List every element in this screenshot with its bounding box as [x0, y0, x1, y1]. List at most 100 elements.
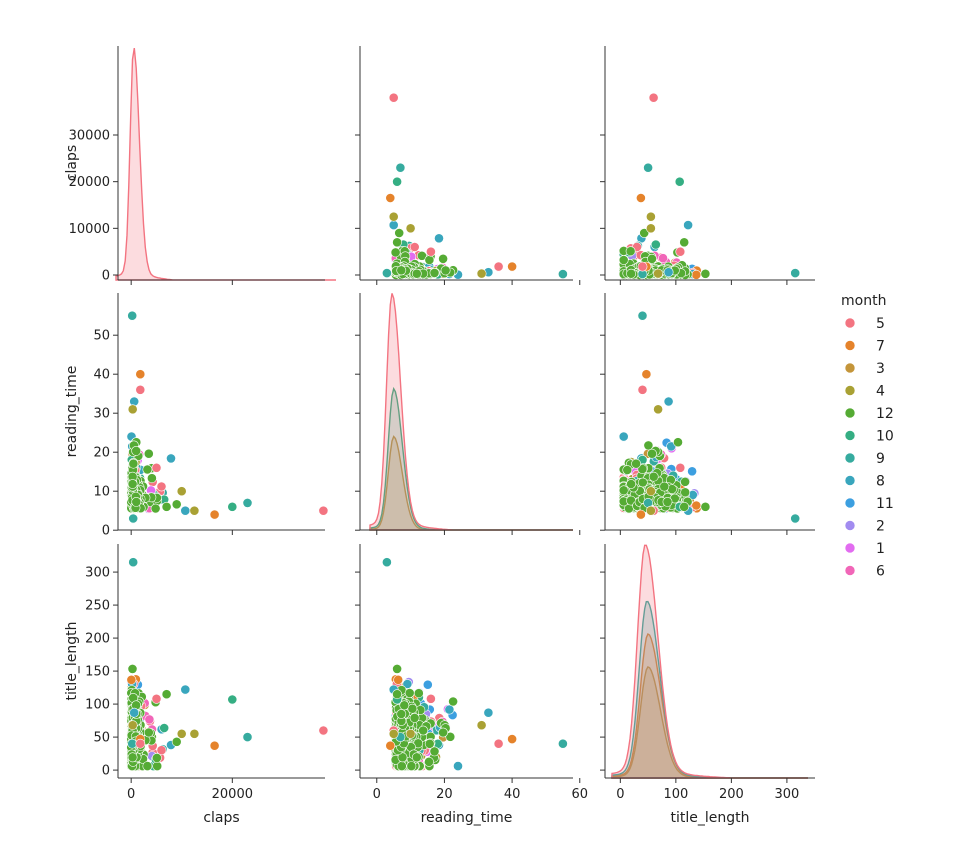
- scatter-point: [128, 513, 139, 524]
- scatter-point: [390, 247, 401, 258]
- scatter-point: [176, 728, 187, 739]
- y-tick-label: 150: [85, 665, 110, 680]
- y-tick-label: 0: [102, 524, 110, 539]
- kde-curve-month-5: [115, 47, 336, 281]
- scatter-point: [453, 761, 463, 771]
- scatter-point: [189, 505, 200, 516]
- kde-curve-month-5: [369, 293, 573, 531]
- scatter-point: [646, 486, 656, 497]
- scatter-point: [618, 255, 629, 265]
- x-axis-label-claps: claps: [203, 810, 239, 826]
- scatter-point: [171, 499, 182, 510]
- y-tick-label: 0: [102, 764, 110, 779]
- scatter-point: [142, 761, 153, 771]
- scatter-point: [493, 261, 504, 272]
- scatter-point: [646, 211, 656, 222]
- scatter-point: [636, 509, 646, 520]
- scatter-point: [392, 176, 402, 187]
- scatter-point: [126, 674, 137, 685]
- scatter-point: [424, 255, 435, 265]
- scatter-point: [636, 193, 646, 203]
- y-tick-label: 30: [93, 407, 110, 422]
- scatter-point: [127, 404, 138, 415]
- scatter-point: [438, 253, 448, 264]
- scatter-point: [127, 752, 138, 763]
- scatter-point: [318, 725, 329, 736]
- y-tick-label: 10000: [69, 222, 110, 237]
- scatter-point: [151, 753, 162, 763]
- y-axis-label-reading_time: reading_time: [64, 366, 80, 458]
- scatter-point: [646, 505, 656, 516]
- scatter-point: [127, 664, 138, 674]
- scatter-point: [687, 466, 697, 477]
- scatter-point: [209, 740, 220, 751]
- scatter-point: [405, 223, 416, 234]
- scatter-point: [429, 267, 440, 278]
- scatter-point: [227, 501, 238, 512]
- scatter-point: [395, 162, 406, 173]
- scatter-point: [128, 458, 139, 469]
- scatter-point: [318, 505, 329, 516]
- scatter-point: [680, 476, 690, 487]
- scatter-point: [637, 477, 648, 488]
- scatter-point: [507, 261, 517, 272]
- scatter-point: [631, 458, 641, 469]
- scatter-point: [647, 253, 657, 264]
- scatter-point: [150, 503, 161, 514]
- scatter-point: [166, 453, 176, 464]
- scatter-point: [385, 193, 396, 203]
- scatter-point: [131, 496, 142, 507]
- scatter-point: [680, 487, 691, 498]
- scatter-point: [790, 268, 801, 278]
- scatter-point: [691, 269, 702, 280]
- scatter-point: [663, 396, 674, 407]
- panel-claps-vs-title_length: [600, 46, 815, 285]
- scatter-point: [658, 253, 668, 264]
- scatter-point: [700, 268, 711, 279]
- scatter-point: [146, 473, 157, 484]
- scatter-point: [790, 513, 801, 524]
- scatter-point: [675, 246, 686, 257]
- scatter-point: [683, 220, 693, 230]
- y-tick-label: 250: [85, 599, 110, 614]
- scatter-point: [142, 464, 153, 475]
- y-tick-label: 40: [93, 368, 110, 383]
- scatter-point: [650, 239, 661, 250]
- scatter-point: [176, 486, 187, 497]
- x-tick-label: 20000: [212, 787, 253, 802]
- y-tick-label: 0: [102, 269, 110, 284]
- scatter-point: [388, 211, 399, 222]
- scatter-point: [161, 501, 172, 512]
- scatter-point: [647, 448, 657, 459]
- panel-reading_time-vs-reading_time: [355, 293, 581, 535]
- scatter-point: [411, 268, 422, 279]
- panel-claps-vs-reading_time: [355, 46, 581, 285]
- scatter-point: [626, 479, 636, 489]
- y-tick-label: 50: [93, 731, 110, 746]
- scatter-point: [392, 237, 402, 248]
- scatter-point: [626, 268, 636, 279]
- y-tick-label: 10: [93, 485, 110, 500]
- scatter-point: [127, 479, 138, 489]
- scatter-point: [209, 509, 220, 520]
- scatter-point: [648, 92, 659, 103]
- scatter-point: [558, 269, 568, 279]
- y-axis-label-title_length: title_length: [64, 622, 80, 701]
- scatter-point: [396, 265, 407, 276]
- scatter-point: [622, 465, 633, 475]
- scatter-point: [128, 557, 139, 568]
- scatter-point: [643, 162, 653, 173]
- scatter-point: [422, 679, 433, 690]
- scatter-point: [659, 481, 670, 492]
- scatter-point: [129, 707, 140, 718]
- y-tick-label: 300: [85, 566, 110, 581]
- scatter-point: [637, 261, 648, 272]
- scatter-point: [646, 223, 656, 234]
- scatter-point: [409, 242, 420, 252]
- scatter-point: [161, 689, 172, 700]
